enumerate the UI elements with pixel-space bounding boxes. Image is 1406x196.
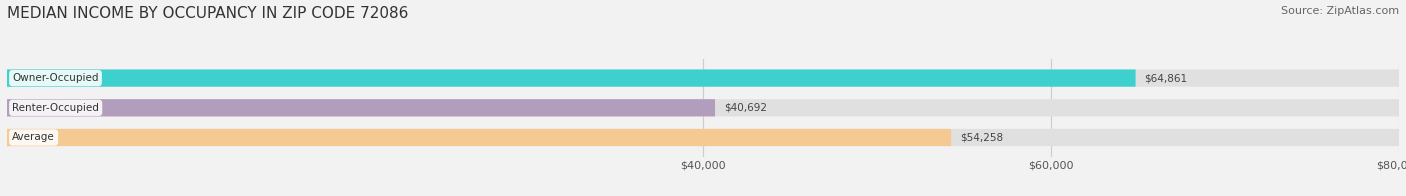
Text: MEDIAN INCOME BY OCCUPANCY IN ZIP CODE 72086: MEDIAN INCOME BY OCCUPANCY IN ZIP CODE 7… xyxy=(7,6,408,21)
Text: Average: Average xyxy=(13,132,55,142)
FancyBboxPatch shape xyxy=(7,70,1136,87)
Text: Source: ZipAtlas.com: Source: ZipAtlas.com xyxy=(1281,6,1399,16)
FancyBboxPatch shape xyxy=(7,70,1399,87)
FancyBboxPatch shape xyxy=(7,99,716,116)
Text: $64,861: $64,861 xyxy=(1144,73,1188,83)
Text: $54,258: $54,258 xyxy=(960,132,1002,142)
Text: Renter-Occupied: Renter-Occupied xyxy=(13,103,100,113)
FancyBboxPatch shape xyxy=(7,129,1399,146)
Text: $40,692: $40,692 xyxy=(724,103,766,113)
FancyBboxPatch shape xyxy=(7,129,950,146)
FancyBboxPatch shape xyxy=(7,99,1399,116)
Text: Owner-Occupied: Owner-Occupied xyxy=(13,73,98,83)
